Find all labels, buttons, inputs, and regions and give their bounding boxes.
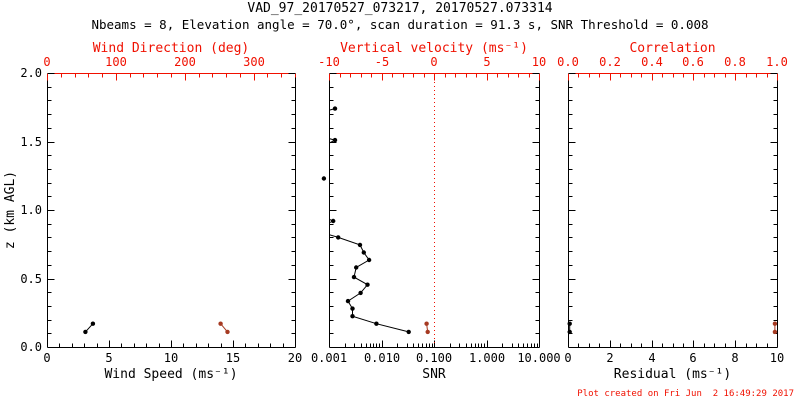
axis-text: 0 [43,351,50,365]
data-point [358,290,363,296]
axis-text: 0 [43,55,50,69]
axis-text: Residual (ms⁻¹) [614,367,731,382]
data-point [218,321,223,326]
data-point [424,321,429,326]
axis-text: Vertical velocity (ms⁻¹) [340,41,528,56]
data-point [365,282,370,287]
data-point [332,137,338,143]
data-point [374,321,379,326]
series-correlation [772,321,778,335]
axis-text: 0.0 [20,340,42,354]
y-axis-title: z (km AGL) [3,171,18,249]
axis-text: 5 [105,351,112,365]
axis-text: 0.001 [311,351,347,365]
data-point [332,106,338,111]
data-point [83,329,88,335]
axis-text: 10 [532,55,546,69]
axis-text: 2.0 [20,66,42,80]
axis-text: SNR [422,367,446,382]
axis-text: 0.5 [20,272,42,286]
data-point [225,329,230,335]
data-point [350,314,355,319]
data-point [357,242,363,248]
series-wind_speed [83,321,96,335]
axis-text: Wind Direction (deg) [93,41,250,56]
data-point [567,329,572,335]
plot-subtitle: Nbeams = 8, Elevation angle = 70.0°, sca… [91,17,709,32]
data-point [354,265,359,270]
series-residual [567,321,572,335]
data-point [406,329,411,335]
plot-timestamp: Plot created on Fri Jun 2 16:49:29 2017 [577,389,794,399]
data-point [321,176,327,181]
data-point [567,321,572,326]
panel-residual: 0 2 4 6 8 10 Residual (ms⁻¹) 0.0 0.2 0.4 0.6 0.8 1.0… [557,41,788,382]
axis-text: 0.100 [416,351,452,365]
data-point [90,321,96,326]
panel-wind: 0 5 10 15 20 Wind Speed (ms⁻¹) 0 100 200 300Wind … [20,41,302,382]
data-point [361,250,366,255]
axis-text: 1.000 [469,351,505,365]
data-point [331,218,336,224]
axis-text: 8 [731,351,738,365]
axis-text: 0.2 [599,55,621,69]
axis-text: 200 [174,55,196,69]
axis-text: 1.5 [20,135,42,149]
axis-text: 0.4 [641,55,663,69]
axis-text: 6 [689,351,696,365]
axis-text: 0.0 [557,55,579,69]
data-point [351,274,357,280]
data-point [345,298,351,304]
axis-text: -10 [318,55,340,69]
data-point [425,329,430,335]
data-point [350,306,355,311]
axis-text: 20 [288,351,302,365]
axis-text: 100 [105,55,127,69]
axis-text: 0.8 [724,55,746,69]
data-point [772,321,778,326]
series-vertical_velocity [424,321,430,335]
plot-title: VAD_97_20170527_073217, 20170527.073314 [247,1,553,16]
axis-text: 15 [226,351,240,365]
axis-text: 5 [483,55,490,69]
series-snr_profile [321,106,411,335]
axis-text: -5 [375,55,389,69]
axis-text: 10 [770,351,784,365]
axis-text: 0.010 [364,351,400,365]
axis-text: 0 [430,55,437,69]
data-point [772,329,778,335]
axis-text: 0 [564,351,571,365]
axis-text: 1.0 [766,55,788,69]
axis-text: Correlation [629,41,715,56]
panel-snr: 0.001 0.010 0.100 1.000 10.000 SNR -10 -5 0 5 10 Ve… [311,41,561,382]
series-wind_direction [218,321,230,335]
axis-text: 300 [243,55,265,69]
axis-text: 10 [164,351,178,365]
axis-text: 2 [606,351,613,365]
axis-text: 4 [648,351,655,365]
axis-text: 10.000 [517,351,560,365]
axis-text: 1.0 [20,203,42,217]
data-point [366,257,372,263]
data-point [336,235,341,240]
axis-text: Wind Speed (ms⁻¹) [104,367,237,382]
axis-text: 0.6 [682,55,704,69]
